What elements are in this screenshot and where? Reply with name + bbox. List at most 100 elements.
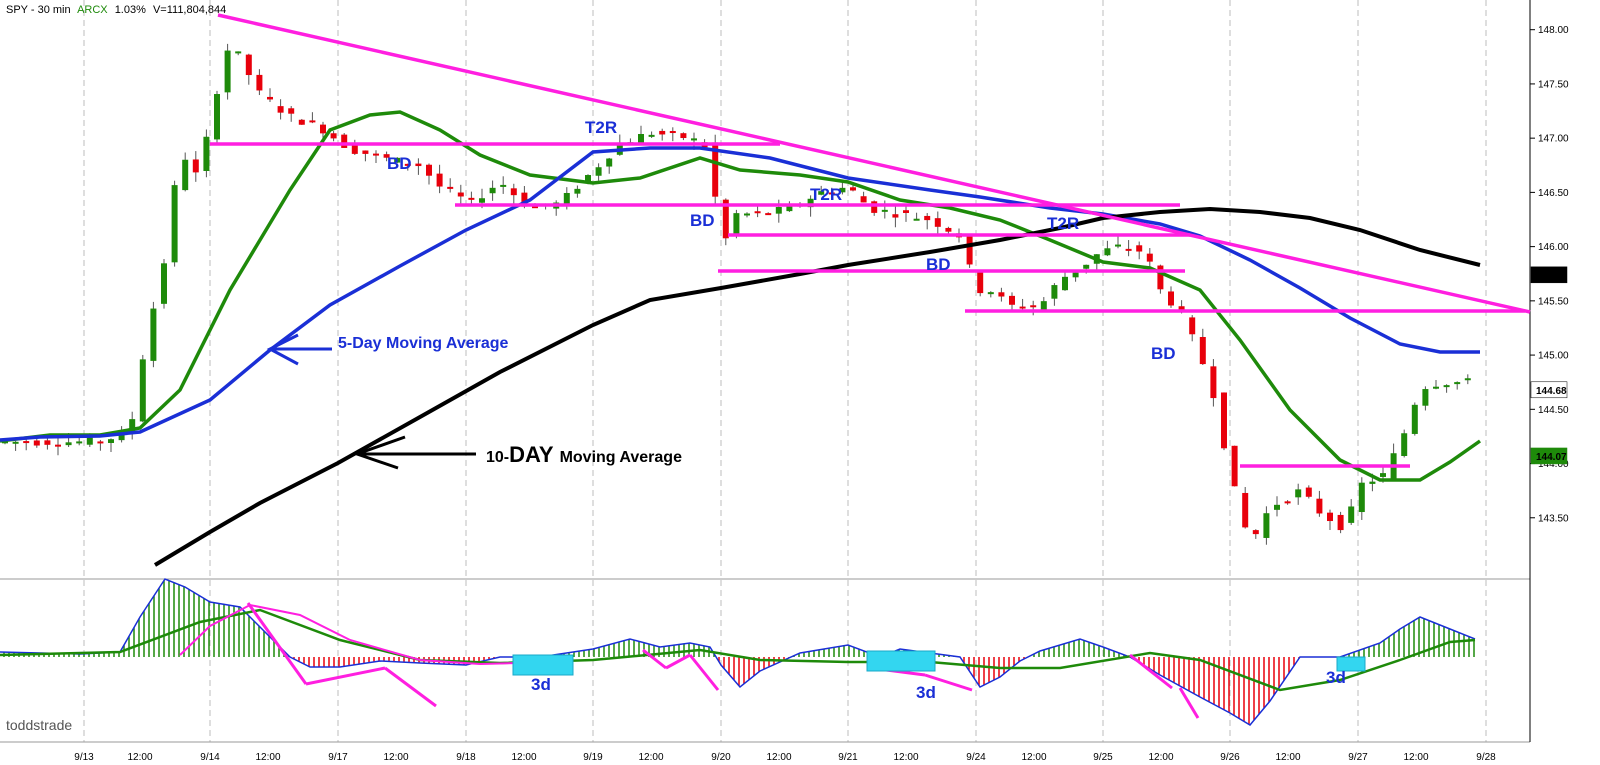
candle — [1316, 498, 1323, 514]
candle — [924, 215, 931, 221]
candle — [1401, 433, 1408, 456]
candle — [871, 201, 878, 213]
candle — [744, 213, 750, 216]
price-label: 144.68 — [1530, 381, 1568, 399]
candle — [1146, 253, 1153, 262]
ma-short-line — [0, 110, 1482, 482]
candle — [860, 196, 867, 203]
candle — [500, 184, 507, 187]
macd-trend-segment — [924, 673, 973, 692]
candle — [1189, 317, 1196, 335]
candle — [1358, 482, 1365, 513]
x-tick-label: 9/19 — [583, 752, 603, 763]
price-label: 144.07 — [1530, 447, 1568, 465]
arrow-5day-head — [266, 333, 299, 366]
candle — [1210, 366, 1217, 399]
candle — [775, 207, 782, 214]
candle — [468, 197, 475, 200]
arrow-10day-head — [352, 435, 406, 470]
candle — [277, 106, 284, 113]
candle — [1136, 245, 1143, 252]
candle — [97, 441, 104, 444]
candle — [1072, 272, 1079, 278]
price-label-text: 144.68 — [1536, 386, 1567, 397]
candle — [754, 211, 761, 214]
candle — [786, 205, 793, 212]
price-label-box — [1530, 266, 1568, 284]
header-change: 1.03% — [115, 4, 146, 16]
candle — [892, 214, 899, 218]
candle — [606, 158, 613, 167]
candle — [585, 175, 591, 183]
price-label-box — [1530, 381, 1568, 399]
candle — [648, 134, 655, 137]
candle — [330, 133, 337, 139]
candle — [235, 51, 242, 54]
candle — [733, 213, 740, 236]
macd-indicator: 3d 3d 3d — [0, 578, 1476, 726]
candle — [659, 130, 666, 135]
candle — [532, 206, 538, 209]
candle — [415, 163, 422, 167]
candle — [171, 185, 178, 263]
candle — [913, 218, 920, 221]
cyan-box — [1336, 656, 1366, 672]
x-tick-label: 9/18 — [456, 752, 476, 763]
candle — [521, 192, 528, 207]
candle — [1380, 473, 1386, 477]
candle — [977, 271, 984, 294]
macd-trend-segment — [305, 666, 386, 686]
candle — [224, 50, 231, 93]
moving-average-lines — [0, 110, 1482, 567]
label-bd: BD — [1151, 344, 1176, 363]
candle — [2, 441, 8, 444]
candle — [1104, 248, 1111, 256]
price-label-box — [1530, 447, 1568, 465]
candle — [161, 263, 167, 304]
y-tick-label: 145.00 — [1538, 351, 1569, 362]
candle — [1040, 301, 1047, 310]
y-tick-label: 146.00 — [1538, 242, 1569, 253]
macd-trend-segment — [246, 602, 308, 685]
candle — [574, 188, 581, 194]
label-t2r: T2R — [585, 118, 617, 137]
candle — [1411, 404, 1418, 434]
candle — [373, 153, 379, 156]
price-label-text: 144.07 — [1536, 452, 1567, 463]
price-label: 145.74 — [1530, 266, 1568, 284]
x-tick-label: 12:00 — [1021, 752, 1046, 763]
candle — [245, 54, 252, 76]
ma-10day-line — [153, 206, 1481, 567]
label-3d: 3d — [531, 675, 551, 694]
x-tick-label: 9/13 — [74, 752, 94, 763]
candle — [966, 234, 973, 265]
candle — [12, 441, 19, 444]
y-tick-label: 147.00 — [1538, 134, 1569, 145]
candle — [203, 136, 210, 172]
candle — [903, 210, 909, 213]
candle — [1263, 513, 1270, 538]
candle — [1062, 276, 1068, 291]
candle — [341, 134, 348, 148]
x-tick-label: 9/26 — [1220, 752, 1240, 763]
header-volume: V=111,804,844 — [153, 4, 226, 16]
candle — [129, 419, 136, 434]
label-t2r: T2R — [1047, 214, 1079, 233]
candle — [298, 119, 305, 125]
macd-trend-segment — [642, 648, 667, 670]
macd-trend-segment — [1129, 653, 1173, 690]
label-5day-ma: 5-Day Moving Average — [338, 335, 509, 352]
candle — [65, 442, 72, 446]
label-bd: BD — [926, 255, 951, 274]
candle — [839, 187, 846, 193]
header-exchange: ARCX — [77, 4, 108, 16]
candle — [1115, 244, 1121, 247]
axes: 148.00 147.50 147.00 146.50 146.00 145.50 145.… — [74, 25, 1569, 763]
candle — [1443, 385, 1450, 388]
macd-trend-segment — [688, 654, 720, 691]
candle — [1369, 481, 1376, 484]
candle — [76, 441, 83, 444]
ma-5day-line — [0, 146, 1480, 442]
